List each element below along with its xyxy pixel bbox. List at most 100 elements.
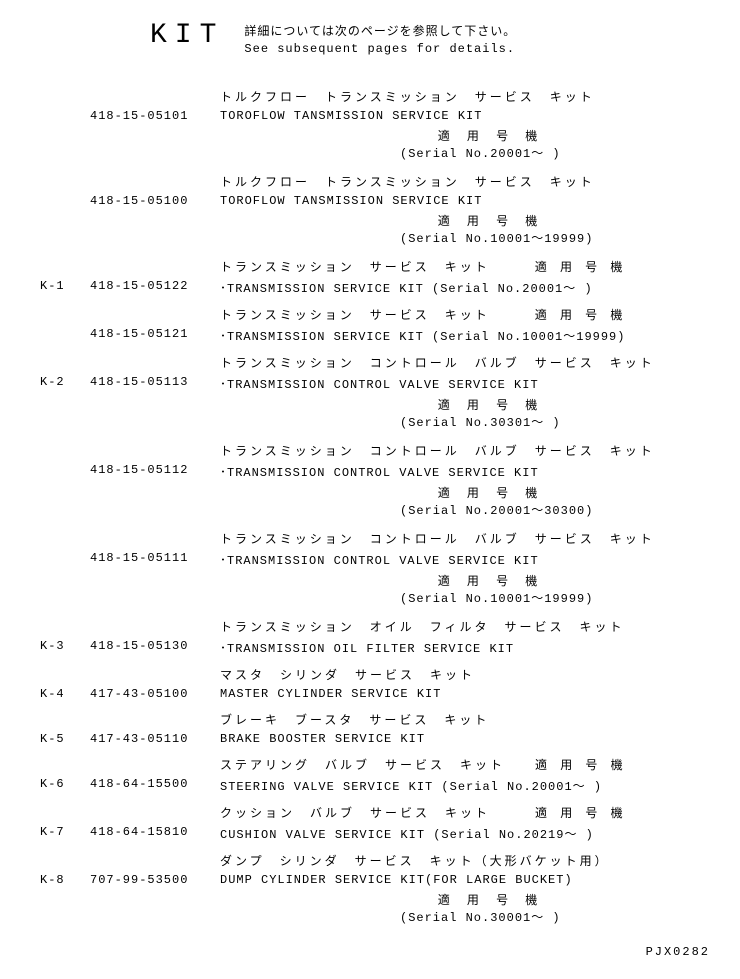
ref-code: K-4 [40, 687, 90, 701]
ref-code [40, 756, 90, 773]
kit-list: トルクフロー トランスミッション サービス キット418-15-05101TOR… [40, 88, 710, 925]
part-number: 418-15-05113 [90, 375, 220, 392]
desc-en: ･TRANSMISSION OIL FILTER SERVICE KIT [220, 639, 710, 656]
part-spacer [90, 354, 220, 371]
desc-en: MASTER CYLINDER SERVICE KIT [220, 687, 710, 701]
kit-entry: ダンプ シリンダ サービス キット（大形バケット用）K-8707-99-5350… [40, 852, 710, 925]
serial-block: 適 用 号 機(Serial No.30001～ ) [220, 891, 710, 925]
desc-jp: トランスミッション コントロール バルブ サービス キット [220, 354, 710, 371]
ref-code [40, 804, 90, 821]
desc-jp: トランスミッション サービス キット 適 用 号 機 [220, 306, 710, 323]
ref-code: K-5 [40, 732, 90, 746]
part-spacer [90, 258, 220, 275]
desc-en: TOROFLOW TANSMISSION SERVICE KIT [220, 194, 710, 208]
part-number: 418-15-05101 [90, 109, 220, 123]
desc-jp: トランスミッション コントロール バルブ サービス キット [220, 442, 710, 459]
subtitle-jp: 詳細については次のページを参照して下さい。 [244, 24, 516, 41]
serial-block: 適 用 号 機(Serial No.30301～ ) [220, 396, 710, 430]
part-number: 418-15-05121 [90, 327, 220, 344]
ref-code [40, 618, 90, 635]
ref-code [40, 852, 90, 869]
serial-block: 適 用 号 機(Serial No.20001～ ) [220, 127, 710, 161]
desc-en: STEERING VALVE SERVICE KIT (Serial No.20… [220, 777, 710, 794]
kit-entry: トランスミッション サービス キット 適 用 号 機 K-1418-15-0512… [40, 258, 710, 296]
part-spacer [90, 852, 220, 869]
serial-label: 適 用 号 機 [340, 484, 640, 501]
desc-en: ･TRANSMISSION CONTROL VALVE SERVICE KIT [220, 375, 710, 392]
serial-label: 適 用 号 機 [340, 212, 640, 229]
serial-range: (Serial No.20001～30300) [400, 501, 710, 518]
kit-entry: トルクフロー トランスミッション サービス キット418-15-05101TOR… [40, 88, 710, 161]
ref-code [40, 109, 90, 123]
desc-jp: クッション バルブ サービス キット 適 用 号 機 [220, 804, 710, 821]
desc-en: BRAKE BOOSTER SERVICE KIT [220, 732, 710, 746]
desc-jp: ブレーキ ブースタ サービス キット [220, 711, 710, 728]
ref-code: K-2 [40, 375, 90, 392]
kit-entry: トランスミッション コントロール バルブ サービス キット418-15-0511… [40, 530, 710, 606]
desc-jp: ダンプ シリンダ サービス キット（大形バケット用） [220, 852, 710, 869]
ref-code: K-3 [40, 639, 90, 656]
ref-code [40, 666, 90, 683]
page-code: PJX0282 [40, 945, 710, 959]
kit-entry: マスタ シリンダ サービス キット K-4417-43-05100MASTER C… [40, 666, 710, 701]
ref-code [40, 173, 90, 190]
part-number: 418-15-05122 [90, 279, 220, 296]
part-spacer [90, 442, 220, 459]
part-number: 418-15-05100 [90, 194, 220, 208]
kit-entry: ブレーキ ブースタ サービス キット K-5417-43-05110BRAKE B… [40, 711, 710, 746]
serial-label: 適 用 号 機 [340, 127, 640, 144]
desc-jp: マスタ シリンダ サービス キット [220, 666, 710, 683]
ref-code [40, 258, 90, 275]
ref-code: K-6 [40, 777, 90, 794]
part-number: 418-64-15500 [90, 777, 220, 794]
ref-code [40, 88, 90, 105]
serial-block: 適 用 号 機(Serial No.20001～30300) [220, 484, 710, 518]
kit-title: KIT [150, 20, 224, 51]
kit-entry: トルクフロー トランスミッション サービス キット418-15-05100TOR… [40, 173, 710, 246]
ref-code [40, 194, 90, 208]
desc-en: ･TRANSMISSION SERVICE KIT (Serial No.100… [220, 327, 710, 344]
serial-block: 適 用 号 機(Serial No.10001～19999) [220, 212, 710, 246]
desc-jp: トルクフロー トランスミッション サービス キット [220, 88, 710, 105]
desc-jp: トランスミッション サービス キット 適 用 号 機 [220, 258, 710, 275]
ref-code [40, 551, 90, 568]
part-number: 418-64-15810 [90, 825, 220, 842]
kit-entry: トランスミッション オイル フィルタ サービス キット K-3418-15-051… [40, 618, 710, 656]
desc-jp: ステアリング バルブ サービス キット 適 用 号 機 [220, 756, 710, 773]
part-spacer [90, 88, 220, 105]
part-spacer [90, 666, 220, 683]
part-spacer [90, 618, 220, 635]
serial-range: (Serial No.30301～ ) [400, 413, 710, 430]
ref-code [40, 711, 90, 728]
ref-code: K-7 [40, 825, 90, 842]
ref-code [40, 354, 90, 371]
kit-entry: ステアリング バルブ サービス キット 適 用 号 機 K-6418-64-155… [40, 756, 710, 794]
desc-en: ･TRANSMISSION CONTROL VALVE SERVICE KIT [220, 551, 710, 568]
serial-label: 適 用 号 機 [340, 396, 640, 413]
part-spacer [90, 530, 220, 547]
serial-label: 適 用 号 機 [340, 891, 640, 908]
part-spacer [90, 804, 220, 821]
part-number: 418-15-05130 [90, 639, 220, 656]
part-number: 707-99-53500 [90, 873, 220, 887]
part-number: 417-43-05100 [90, 687, 220, 701]
serial-label: 適 用 号 機 [340, 572, 640, 589]
kit-entry: トランスミッション コントロール バルブ サービス キット418-15-0511… [40, 442, 710, 518]
desc-en: ･TRANSMISSION CONTROL VALVE SERVICE KIT [220, 463, 710, 480]
desc-jp: トランスミッション オイル フィルタ サービス キット [220, 618, 710, 635]
part-spacer [90, 306, 220, 323]
ref-code [40, 306, 90, 323]
ref-code [40, 442, 90, 459]
part-spacer [90, 711, 220, 728]
ref-code [40, 463, 90, 480]
part-number: 417-43-05110 [90, 732, 220, 746]
desc-en: TOROFLOW TANSMISSION SERVICE KIT [220, 109, 710, 123]
page-header: KIT 詳細については次のページを参照して下さい。 See subsequent… [150, 20, 710, 58]
serial-range: (Serial No.10001～19999) [400, 589, 710, 606]
kit-entry: クッション バルブ サービス キット 適 用 号 機 K-7418-64-1581… [40, 804, 710, 842]
desc-jp: トルクフロー トランスミッション サービス キット [220, 173, 710, 190]
desc-en: DUMP CYLINDER SERVICE KIT(FOR LARGE BUCK… [220, 873, 710, 887]
kit-entry: トランスミッション コントロール バルブ サービス キット K-2418-15-0… [40, 354, 710, 430]
ref-code: K-1 [40, 279, 90, 296]
part-spacer [90, 756, 220, 773]
